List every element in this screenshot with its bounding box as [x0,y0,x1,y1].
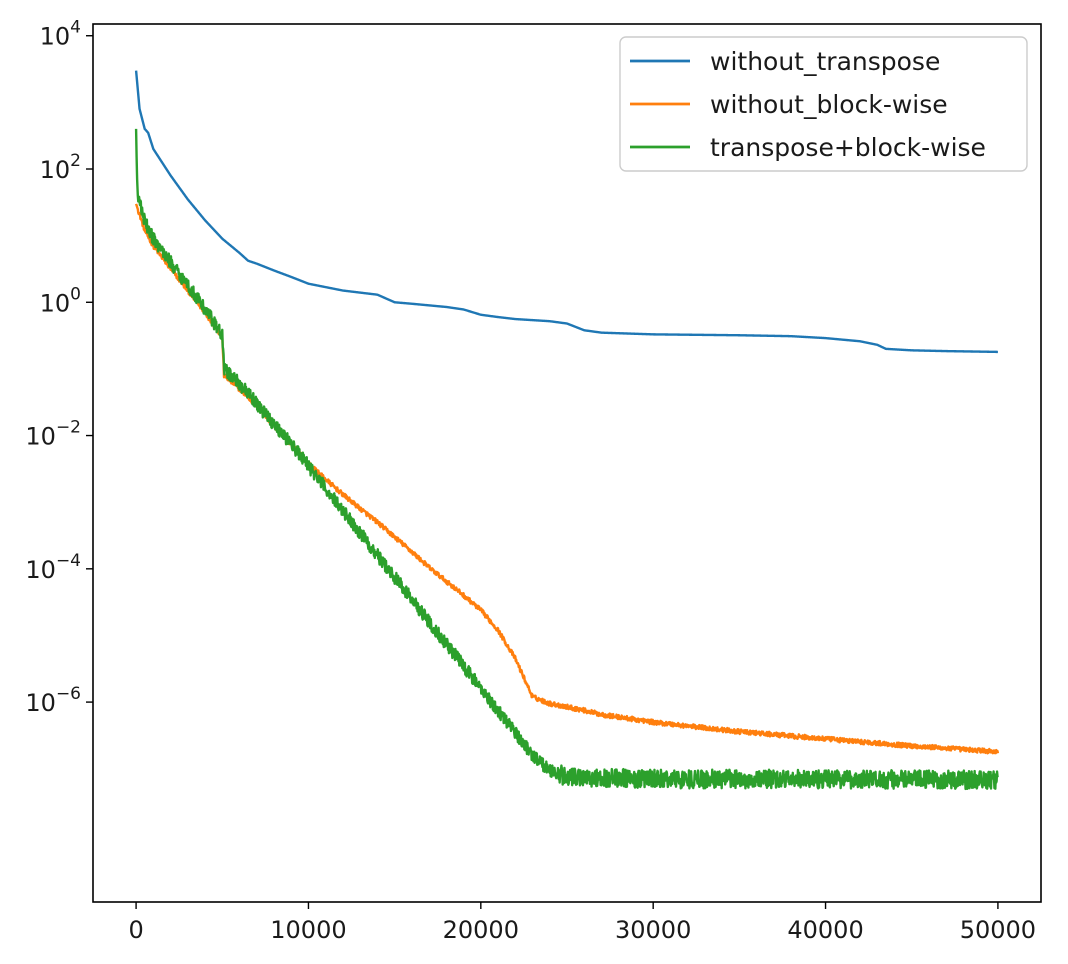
x-tick-label: 40000 [787,916,863,944]
y-tick-label: 10−2 [25,418,81,451]
legend-label: transpose+block-wise [710,133,986,162]
series-line-transpose-block-wise [134,128,999,791]
legend-label: without_transpose [710,47,940,76]
y-tick-exponent: −6 [56,684,81,704]
legend-box [619,36,1028,172]
y-tick-base: 10 [40,289,71,317]
y-tick-label: 102 [40,151,81,184]
y-tick-base: 10 [25,556,56,584]
y-tick-exponent: −2 [56,418,81,438]
y-tick-exponent: 0 [70,284,81,304]
y-tick-exponent: 2 [70,151,81,171]
legend-label: without_block-wise [710,90,948,119]
y-tick-label: 10−4 [25,551,81,584]
x-tick-label: 50000 [960,916,1036,944]
x-axis: 0 10000 20000 30000 40000 50000 [128,902,1036,944]
y-tick-base: 10 [25,689,56,717]
y-tick-base: 10 [40,156,71,184]
series-layer [134,70,1000,791]
x-tick-label: 10000 [270,916,346,944]
x-tick-label: 30000 [615,916,691,944]
y-tick-label: 10−6 [25,684,81,717]
y-tick-base: 10 [40,23,71,51]
y-tick-label: 104 [40,18,81,51]
x-tick-label: 20000 [443,916,519,944]
plot-frame [92,23,1042,903]
y-tick-base: 10 [25,423,56,451]
y-tick-exponent: 4 [70,18,81,38]
y-tick-exponent: −4 [56,551,81,571]
series-line-without-transpose [134,70,999,354]
y-tick-label: 100 [40,284,81,317]
legend: without_transpose without_block-wisetrans… [619,36,1028,172]
x-tick-label: 0 [128,916,143,944]
